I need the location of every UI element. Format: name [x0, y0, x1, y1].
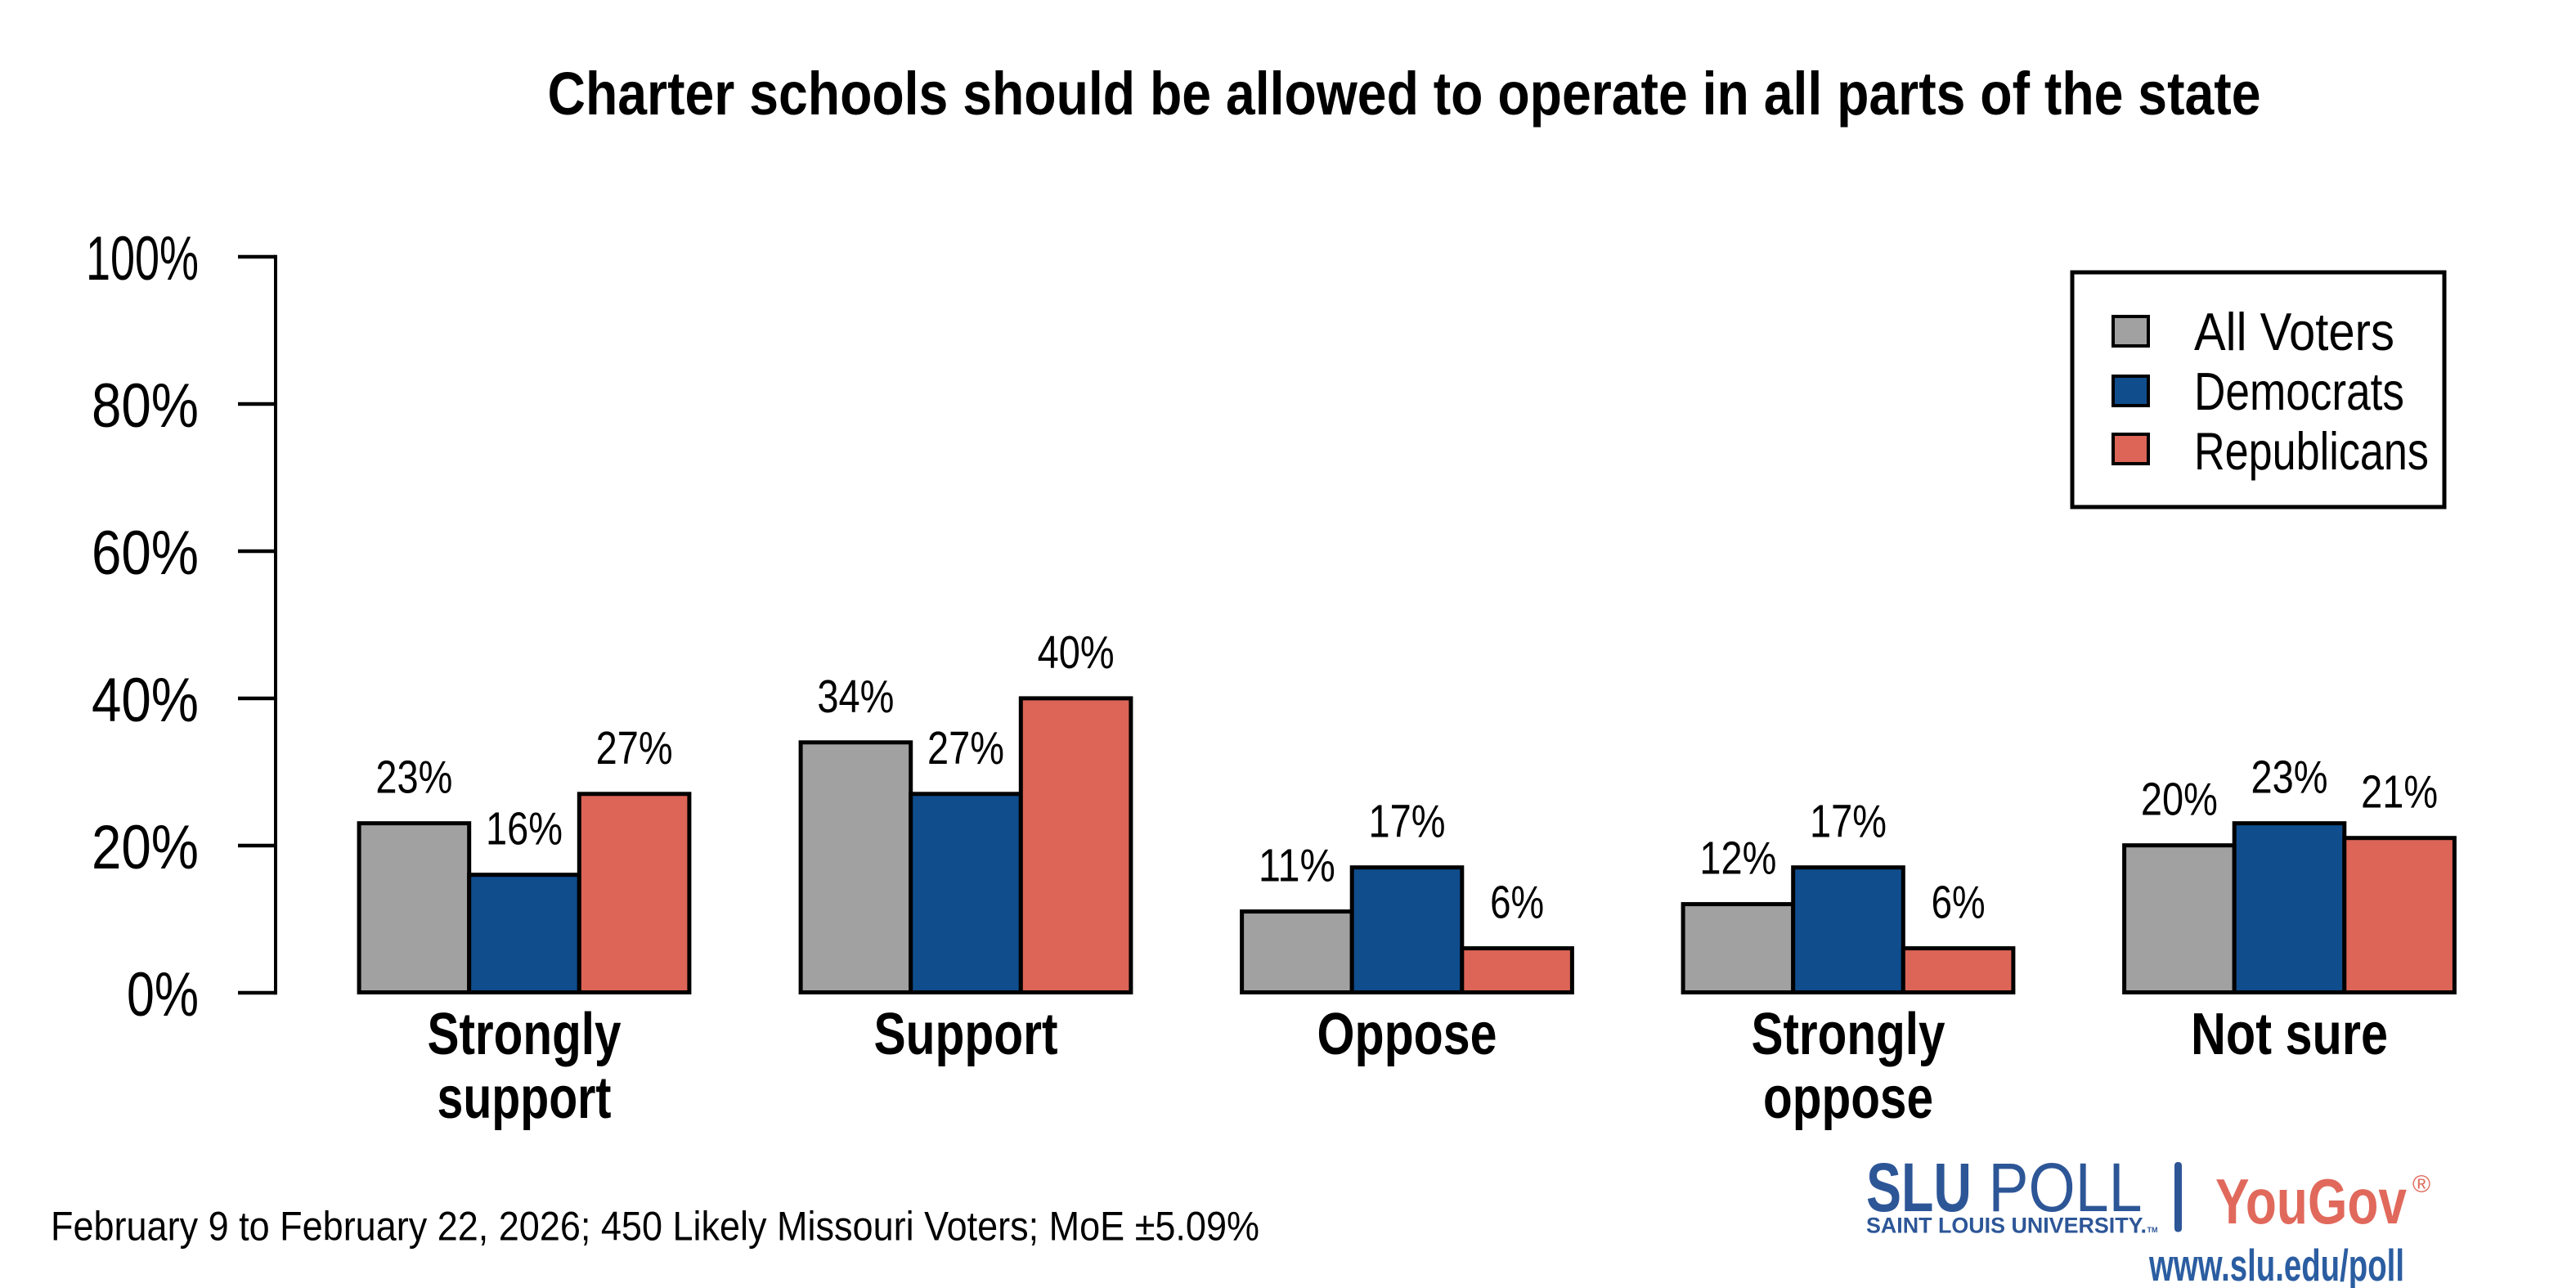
svg-text:SAINT LOUIS UNIVERSITY.: SAINT LOUIS UNIVERSITY. [1866, 1214, 2147, 1238]
svg-text:17%: 17% [1369, 796, 1446, 848]
svg-text:February 9 to February 22, 202: February 9 to February 22, 2026; 450 Lik… [51, 1204, 1259, 1250]
svg-text:www.slu.edu/poll: www.slu.edu/poll [2148, 1240, 2404, 1288]
svg-text:23%: 23% [375, 752, 452, 804]
svg-text:Support: Support [874, 1002, 1058, 1067]
svg-text:40%: 40% [1038, 626, 1115, 679]
svg-text:17%: 17% [1810, 796, 1887, 848]
svg-text:20%: 20% [92, 813, 199, 882]
svg-text:0%: 0% [127, 960, 199, 1030]
svg-text:Strongly: Strongly [1752, 1002, 1945, 1067]
svg-text:®: ® [2412, 1171, 2430, 1198]
svg-text:12%: 12% [1699, 832, 1776, 885]
svg-text:Strongly: Strongly [428, 1002, 622, 1067]
svg-text:Oppose: Oppose [1317, 1002, 1497, 1067]
svg-text:6%: 6% [1932, 877, 1986, 929]
svg-text:TM: TM [2147, 1226, 2158, 1234]
svg-text:Not sure: Not sure [2191, 1002, 2388, 1067]
svg-text:6%: 6% [1490, 877, 1544, 929]
svg-text:80%: 80% [92, 371, 199, 441]
svg-text:All Voters: All Voters [2194, 302, 2394, 361]
svg-text:27%: 27% [927, 722, 1004, 774]
svg-text:16%: 16% [486, 803, 563, 855]
svg-text:21%: 21% [2361, 766, 2438, 819]
svg-text:Republicans: Republicans [2194, 421, 2429, 481]
svg-text:Democrats: Democrats [2194, 361, 2404, 421]
svg-text:20%: 20% [2141, 774, 2218, 826]
svg-text:23%: 23% [2251, 752, 2328, 804]
svg-text:27%: 27% [596, 722, 673, 774]
svg-text:11%: 11% [1259, 840, 1335, 892]
svg-text:Charter schools should be allo: Charter schools should be allowed to ope… [548, 60, 2261, 128]
svg-text:100%: 100% [86, 224, 199, 294]
svg-text:oppose: oppose [1763, 1066, 1933, 1131]
svg-text:34%: 34% [817, 671, 894, 723]
svg-text:60%: 60% [92, 518, 199, 588]
svg-text:support: support [438, 1066, 612, 1131]
svg-text:40%: 40% [92, 666, 199, 735]
svg-text:SLU: SLU [1866, 1149, 1972, 1226]
svg-text:YouGov: YouGov [2215, 1165, 2407, 1237]
svg-text:POLL: POLL [1989, 1149, 2143, 1226]
